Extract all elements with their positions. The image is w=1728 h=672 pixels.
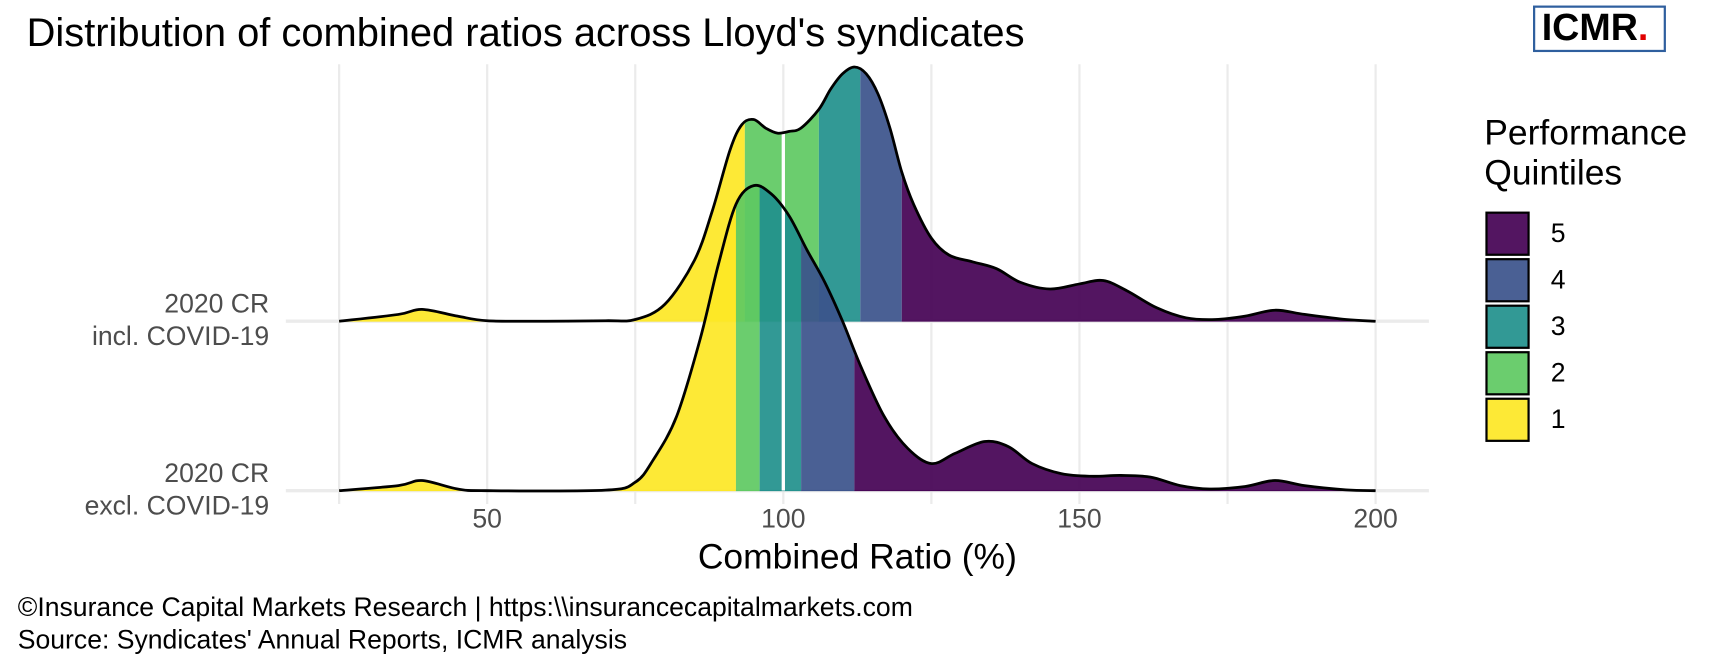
legend-label: 4 [1551,264,1566,294]
ridge-label: 2020 CR [164,289,269,319]
legend-label: 5 [1551,218,1566,248]
ridge [339,183,1376,493]
x-tick-label: 150 [1057,504,1101,534]
quintile-segment [735,184,760,492]
density-line [338,65,1376,323]
footer-line: ©Insurance Capital Markets Research | ht… [18,592,913,622]
logo: ICMR. [1542,6,1649,48]
x-tick-label: 200 [1353,504,1397,534]
legend-swatch [1485,258,1530,303]
legend-swatch [1485,211,1530,256]
legend-label: 3 [1551,311,1566,341]
logo-box [1533,5,1666,53]
footer-line: Source: Syndicates' Annual Reports, ICMR… [18,624,627,654]
logo-text: ICMR [1542,6,1638,48]
x-tick-label: 100 [761,504,805,534]
ridge-label: 2020 CR [164,458,269,488]
legend-swatch [1485,397,1530,442]
x-axis-title: Combined Ratio (%) [698,537,1017,577]
chart-title: Distribution of combined ratios across L… [27,11,1025,55]
quintile-segment [818,66,861,322]
quintile-segment [759,185,802,492]
ridge-label: incl. COVID-19 [92,321,269,351]
legend-swatch [1485,304,1530,349]
legend-swatch [1485,351,1530,396]
legend-label: 1 [1551,404,1566,434]
logo-dot: . [1638,6,1648,48]
quintile-segment [801,237,855,492]
ridge-label: excl. COVID-19 [85,490,270,520]
legend-title: Performance [1484,112,1687,152]
x-tick-label: 50 [472,504,502,534]
density-line [339,183,1376,493]
legend-title: Quintiles [1484,152,1622,192]
legend-label: 2 [1551,357,1566,387]
